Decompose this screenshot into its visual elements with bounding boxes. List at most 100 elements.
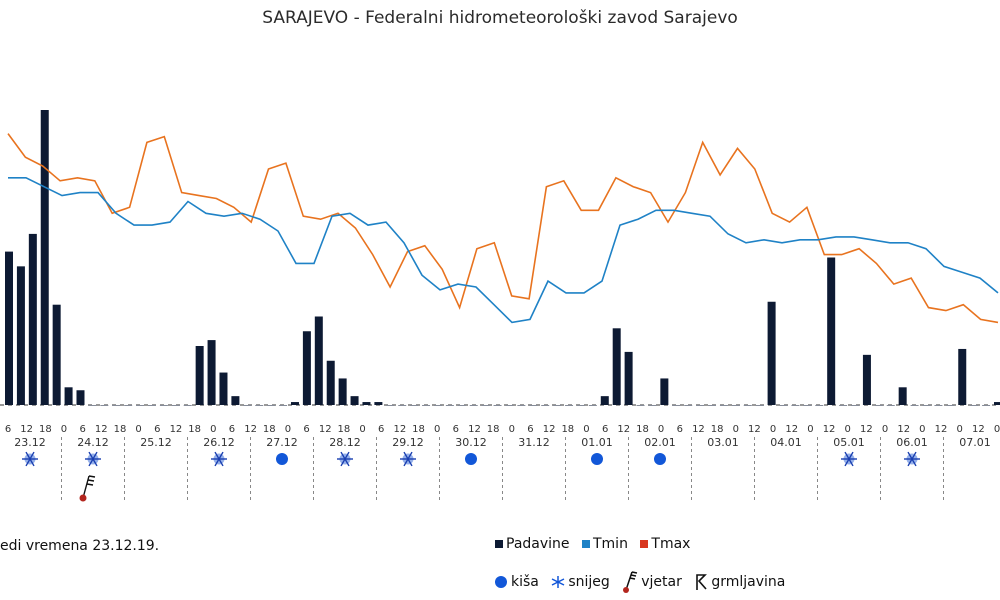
- precip-bar: [731, 405, 740, 406]
- precip-bar: [660, 378, 669, 405]
- precip-bar: [481, 405, 490, 406]
- snow-star-ray: [403, 451, 413, 467]
- snow-star-ray: [907, 451, 917, 467]
- precip-bar: [195, 346, 204, 405]
- precip-bar: [231, 396, 240, 405]
- rain-dot-icon: [495, 576, 507, 588]
- hour-tick-label: 0: [509, 424, 515, 435]
- hour-tick-label: 12: [20, 424, 33, 435]
- date-tick-label: 03.01: [707, 436, 739, 449]
- precip-bar: [958, 348, 967, 405]
- hour-tick-label: 18: [636, 424, 649, 435]
- precip-bar: [743, 405, 752, 406]
- precip-bar: [279, 405, 288, 406]
- hour-tick-label: 12: [785, 424, 798, 435]
- hour-tick-label: 12: [823, 424, 836, 435]
- precip-bar: [16, 266, 25, 405]
- precip-bar: [827, 257, 836, 405]
- hour-tick-label: 12: [692, 424, 705, 435]
- precip-bar: [588, 405, 597, 406]
- precip-bar: [243, 405, 252, 406]
- rain-dot-icon: [654, 453, 666, 465]
- precip-bar: [40, 110, 49, 405]
- hour-tick-label: 18: [412, 424, 425, 435]
- precip-bar: [886, 405, 895, 406]
- precip-bar: [612, 328, 621, 405]
- wind-flag-dot: [79, 494, 87, 502]
- precip-bar: [64, 387, 73, 405]
- precip-bar: [445, 405, 454, 406]
- date-tick-label: 07.01: [959, 436, 991, 449]
- legend-tmax: Tmax: [640, 536, 690, 552]
- legend-series: Padavine Tmin Tmax: [495, 536, 698, 552]
- precip-bar: [183, 405, 192, 406]
- hour-tick-label: 12: [748, 424, 761, 435]
- rain-dot-icon: [591, 453, 603, 465]
- precip-bar: [219, 372, 228, 405]
- forecast-date-note: edi vremena 23.12.19.: [0, 538, 160, 554]
- legend-tmin: Tmin: [581, 536, 628, 552]
- hour-tick-label: 0: [919, 424, 925, 435]
- precip-bar: [88, 405, 97, 406]
- precip-bar: [970, 405, 979, 406]
- precip-bar: [922, 405, 931, 406]
- snow-star-ray: [214, 451, 224, 467]
- precip-bar: [493, 405, 502, 406]
- wind-flag-barb: [86, 483, 94, 486]
- precip-bar: [314, 316, 323, 405]
- thunder-icon: [696, 574, 708, 590]
- precip-bar: [898, 387, 907, 405]
- hour-tick-label: 12: [95, 424, 108, 435]
- precip-bar: [136, 405, 145, 406]
- hour-tick-label: 12: [394, 424, 407, 435]
- precip-bar: [755, 405, 764, 406]
- hour-tick-label: 6: [453, 424, 459, 435]
- precip-bar: [910, 405, 919, 406]
- date-tick-label: 26.12: [203, 436, 235, 449]
- hour-tick-label: 0: [61, 424, 67, 435]
- legend-padavine: Padavine: [495, 536, 570, 552]
- date-tick-label: 02.01: [644, 436, 676, 449]
- precip-bar: [124, 405, 133, 406]
- precip-bar: [362, 402, 371, 405]
- hour-tick-label: 18: [487, 424, 500, 435]
- precip-bar: [946, 405, 955, 406]
- precip-bar: [803, 405, 812, 406]
- padavine-swatch-icon: [495, 540, 503, 548]
- precip-bar: [326, 360, 335, 405]
- hour-tick-label: 0: [733, 424, 739, 435]
- precip-bar: [696, 405, 705, 406]
- precip-bar: [994, 402, 1000, 405]
- precip-bar: [302, 331, 311, 405]
- hour-tick-label: 18: [711, 424, 724, 435]
- snow-star-ray: [25, 451, 35, 467]
- hour-tick-label: 0: [583, 424, 589, 435]
- date-tick-label: 01.01: [581, 436, 613, 449]
- precip-bar: [290, 402, 299, 405]
- precip-bar: [457, 405, 466, 406]
- precip-bar: [862, 354, 871, 405]
- hour-tick-label: 0: [845, 424, 851, 435]
- hour-tick-label: 18: [263, 424, 276, 435]
- precip-bar: [576, 405, 585, 406]
- hour-tick-label: 12: [244, 424, 257, 435]
- hour-tick-label: 0: [210, 424, 216, 435]
- hour-tick-label: 6: [378, 424, 384, 435]
- date-tick-label: 04.01: [770, 436, 802, 449]
- hour-tick-label: 0: [956, 424, 962, 435]
- precip-bar: [76, 390, 85, 405]
- precip-bar: [600, 396, 609, 405]
- date-tick-label: 06.01: [896, 436, 928, 449]
- hour-tick-label: 12: [617, 424, 630, 435]
- legend-vjetar: vjetar: [622, 570, 682, 594]
- hour-tick-label: 12: [319, 424, 332, 435]
- precip-bar: [422, 405, 431, 406]
- hour-tick-label: 0: [994, 424, 1000, 435]
- hour-tick-label: 0: [807, 424, 813, 435]
- precip-bar: [815, 405, 824, 406]
- hour-tick-label: 6: [527, 424, 533, 435]
- precip-bar: [112, 405, 121, 406]
- hour-tick-label: 0: [285, 424, 291, 435]
- wind-flag-barb: [87, 479, 95, 482]
